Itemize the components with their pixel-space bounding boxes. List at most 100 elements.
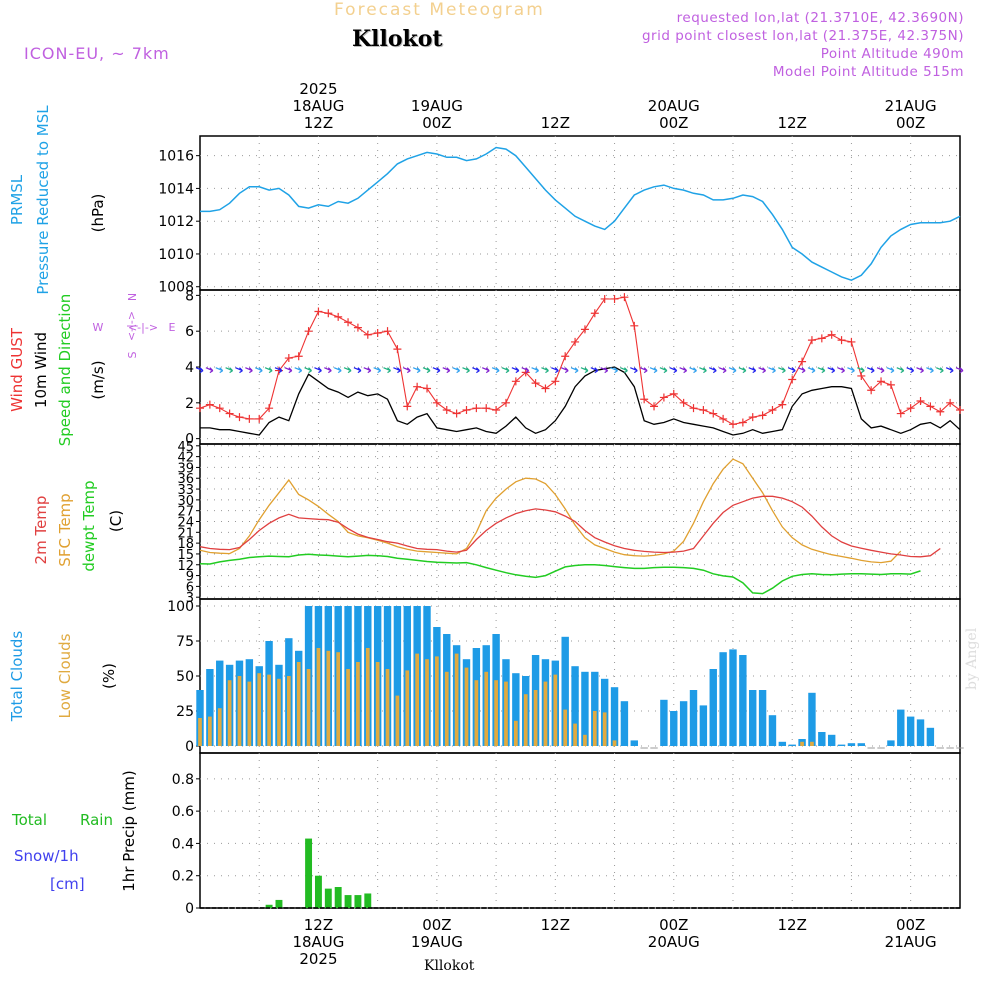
ytick-label-1: 6 — [185, 324, 194, 340]
low-cloud-bar — [198, 718, 202, 746]
gust-marker — [827, 330, 836, 339]
gust-marker — [738, 418, 747, 427]
wind-direction-arrow — [195, 367, 204, 374]
location-title: Kllokot — [352, 26, 443, 52]
wind-direction-arrow — [264, 367, 273, 374]
gust-marker — [926, 402, 935, 411]
bottom-time-label: 20AUG — [648, 933, 700, 951]
wind-direction-arrow — [787, 367, 796, 374]
wind-direction-arrow — [304, 367, 312, 374]
low-cloud-bar — [385, 669, 390, 746]
wind-direction-arrow — [205, 367, 214, 374]
wind-direction-arrow — [363, 367, 372, 374]
total-cloud-bar — [749, 690, 757, 746]
label-10m-wind: 10m Wind — [32, 332, 50, 408]
total-cloud-bar — [916, 719, 925, 746]
ytick-label-4: 0.4 — [172, 836, 194, 852]
requested-coords: requested lon,lat (21.3710E, 42.3690N) — [676, 10, 964, 26]
pressure-line — [200, 146, 961, 282]
total-cloud-bar — [699, 705, 708, 746]
gust-marker — [906, 404, 915, 413]
wind-direction-arrow — [945, 367, 954, 374]
wind-direction-arrow — [343, 367, 352, 374]
gust-marker — [857, 371, 866, 380]
ytick-label-3: 75 — [176, 634, 194, 650]
temp-2m-line — [199, 495, 941, 558]
gust-marker — [669, 389, 678, 398]
wind-direction-arrow — [699, 367, 707, 374]
rain-bar — [305, 838, 313, 908]
low-cloud-bar — [513, 720, 518, 746]
ytick-label-0: 1012 — [158, 214, 194, 230]
gust-marker — [620, 293, 629, 302]
wind-direction-arrow — [689, 367, 697, 374]
footer-location: Kllokot — [424, 958, 475, 974]
label-low-clouds: Low Clouds — [56, 633, 74, 718]
wind-direction-arrow — [857, 367, 865, 374]
ytick-label-2: 6 — [186, 580, 194, 595]
gust-marker — [709, 409, 718, 418]
total-cloud-bar — [837, 744, 846, 746]
wind-direction-arrow — [639, 367, 648, 374]
low-cloud-bar — [277, 678, 281, 746]
low-cloud-bar — [217, 708, 222, 746]
label-total: Total — [11, 811, 47, 829]
low-cloud-bar — [810, 741, 814, 746]
ytick-label-1: 2 — [185, 396, 194, 412]
label-snow: Snow/1h — [14, 847, 79, 865]
gust-marker — [679, 398, 688, 407]
low-cloud-bar — [523, 694, 528, 746]
gust-marker — [205, 400, 214, 409]
top-time-label: 00Z — [659, 114, 688, 132]
wind-direction-arrow — [916, 367, 924, 374]
rain-bar — [334, 887, 342, 908]
ylabel-precip: 1hr Precip (mm) — [120, 770, 138, 891]
ytick-label-2: 33 — [177, 483, 194, 498]
label-pressure-msl: Pressure Reduced to MSL — [34, 105, 52, 295]
wind-direction-arrow — [432, 367, 441, 374]
low-cloud-bar — [583, 734, 587, 746]
wind-direction-arrow — [393, 367, 401, 374]
wind-direction-arrow — [659, 367, 668, 374]
total-cloud-bar — [847, 743, 856, 746]
low-cloud-bar — [800, 741, 804, 746]
wind-direction-arrow — [630, 367, 638, 374]
total-cloud-bar — [788, 744, 796, 746]
total-cloud-bar — [768, 715, 777, 746]
wind-speed-line — [200, 366, 961, 436]
ytick-label-4: 0.8 — [172, 772, 194, 788]
low-cloud-bar — [504, 681, 508, 746]
wind-direction-arrow — [511, 367, 520, 374]
wind-direction-arrow — [896, 367, 905, 374]
wind-gust-line — [199, 296, 961, 425]
compass-n: N — [126, 293, 139, 301]
gust-marker — [452, 409, 461, 418]
gust-marker — [689, 404, 698, 413]
wind-direction-arrow — [728, 367, 737, 374]
total-cloud-bar — [610, 687, 619, 746]
gust-marker — [462, 405, 471, 414]
wind-direction-arrow — [501, 367, 510, 374]
model-altitude: Model Point Altitude 515m — [772, 64, 964, 80]
bottom-time-label: 2025 — [299, 950, 337, 968]
wind-direction-arrow — [541, 367, 549, 374]
wind-direction-arrow — [215, 367, 224, 374]
total-cloud-bar — [689, 690, 698, 746]
low-cloud-bar — [306, 669, 311, 746]
wind-direction-arrow — [886, 367, 895, 374]
gust-marker — [501, 398, 510, 407]
wind-direction-arrow — [649, 367, 658, 374]
low-cloud-bar — [415, 653, 419, 746]
total-cloud-bar — [660, 699, 668, 746]
wind-direction-arrow — [827, 367, 836, 374]
gust-marker — [807, 336, 816, 345]
forecast-title: Forecast Meteogram — [334, 0, 545, 20]
gust-marker — [936, 407, 945, 416]
wind-direction-arrow — [294, 367, 303, 374]
ytick-label-2: 27 — [177, 505, 194, 520]
wind-direction-arrow — [314, 367, 322, 374]
label-sfc-temp: SFC Temp — [56, 493, 74, 566]
wind-direction-arrow — [679, 367, 688, 374]
gust-marker — [580, 325, 589, 334]
total-cloud-bar — [679, 701, 688, 746]
